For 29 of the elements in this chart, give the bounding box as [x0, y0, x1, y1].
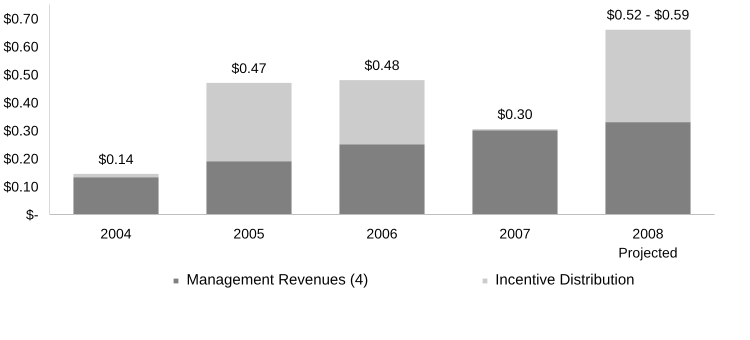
y-tick-label: $0.50: [3, 66, 39, 82]
bar: [73, 177, 159, 214]
legend-label: Incentive Distribution: [495, 272, 634, 288]
x-tick-label: 2007: [499, 226, 531, 242]
x-tick-label: 2005: [233, 226, 265, 242]
bar: [73, 174, 159, 178]
total-label: $0.52 - $0.59: [606, 6, 690, 23]
bar: [206, 161, 292, 214]
x-tick-label: 2006: [366, 226, 398, 242]
y-tick-label: $-: [26, 206, 39, 222]
y-tick-label: $0.40: [3, 94, 39, 110]
y-tick-label: $0.10: [3, 178, 39, 194]
y-tick-label: $0.70: [3, 10, 39, 26]
bar: [472, 130, 558, 214]
x-tick-label: 2008 Projected: [618, 226, 678, 261]
bar: [605, 122, 691, 214]
total-label: $0.48: [364, 57, 400, 74]
total-label: $0.14: [98, 150, 134, 167]
y-tick-label: $0.20: [3, 150, 39, 166]
bar: [206, 82, 292, 162]
y-tick-label: $0.60: [3, 38, 39, 54]
total-label: $0.30: [497, 106, 533, 122]
bar: [605, 30, 691, 122]
y-tick-label: $0.30: [3, 122, 39, 138]
total-label: $0.47: [231, 60, 267, 76]
bar: [339, 80, 425, 144]
bar: [339, 144, 425, 214]
x-tick-label: 2004: [100, 226, 132, 242]
legend-label: Management Revenues (4): [186, 272, 368, 288]
